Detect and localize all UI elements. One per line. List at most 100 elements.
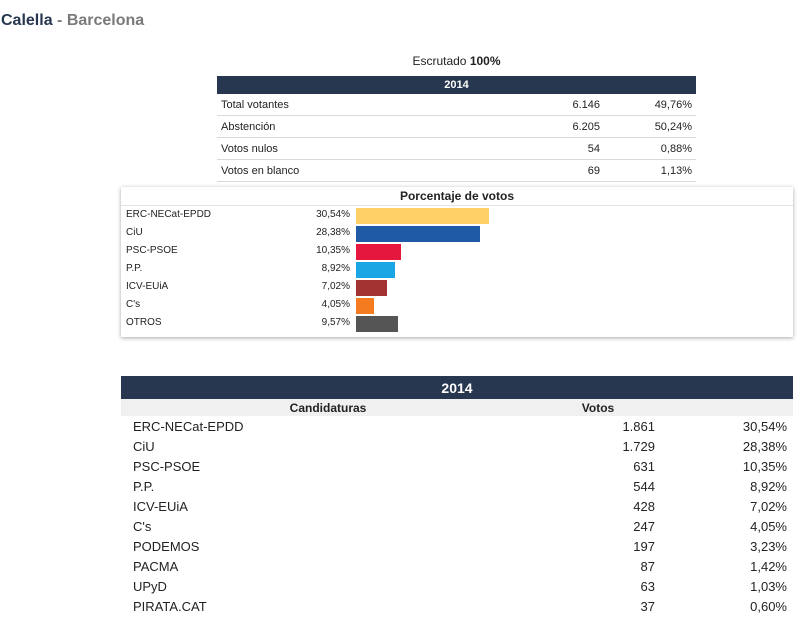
bar-party-label: C's xyxy=(126,299,141,310)
chart-bar-row: PSC-PSOE 10,35% xyxy=(121,242,793,260)
chart-bar-row: ERC-NECat-EPDD 30,54% xyxy=(121,206,793,224)
candidate-name: PACMA xyxy=(133,558,179,574)
bar-value-label: 28,38% xyxy=(316,227,350,238)
col-votes: Votos xyxy=(535,399,661,416)
table-row: Total votantes 6.146 49,76% xyxy=(217,94,696,116)
bar-party-label: P.P. xyxy=(126,263,143,274)
chart-bar-row: CiU 28,38% xyxy=(121,224,793,242)
bar-party-label: PSC-PSOE xyxy=(126,245,178,256)
scrutiny-label: Escrutado xyxy=(412,54,467,68)
chart-bar-row: P.P. 8,92% xyxy=(121,260,793,278)
candidate-name: UPyD xyxy=(133,578,167,594)
bar-value-label: 4,05% xyxy=(321,299,350,310)
col-pct xyxy=(661,399,793,416)
province-name: Barcelona xyxy=(66,12,145,29)
vote-percentage-chart: Porcentaje de votos ERC-NECat-EPDD 30,54%… xyxy=(121,187,793,337)
row-label: Votos en blanco xyxy=(217,159,492,182)
scrutiny-value: 100% xyxy=(469,54,501,68)
bar-value-label: 30,54% xyxy=(316,209,350,220)
title-separator: - xyxy=(57,12,63,29)
results-year: 2014 xyxy=(121,376,793,399)
candidate-votes: 1.729 xyxy=(622,438,655,454)
table-row: PSC-PSOE 631 10,35% xyxy=(121,456,793,476)
chart-bar-row: C's 4,05% xyxy=(121,296,793,314)
table-row: P.P. 544 8,92% xyxy=(121,476,793,496)
candidate-votes: 63 xyxy=(640,578,655,594)
bar xyxy=(356,316,398,332)
candidate-votes: 247 xyxy=(633,518,655,534)
candidate-pct: 1,42% xyxy=(750,558,787,574)
bar-value-label: 7,02% xyxy=(321,281,350,292)
table-row: PODEMOS 197 3,23% xyxy=(121,536,793,556)
page-title: Calella - Barcelona xyxy=(1,12,144,30)
table-row: Abstención 6.205 50,24% xyxy=(217,115,696,138)
candidate-votes: 197 xyxy=(633,538,655,554)
city-name: Calella xyxy=(1,12,53,29)
candidate-votes: 428 xyxy=(633,498,655,514)
candidate-name: PSC-PSOE xyxy=(133,458,201,474)
table-row: C's 247 4,05% xyxy=(121,516,793,536)
candidate-pct: 7,02% xyxy=(750,498,787,514)
candidate-pct: 28,38% xyxy=(742,438,787,454)
chart-title: Porcentaje de votos xyxy=(121,187,793,206)
candidate-name: C's xyxy=(133,518,152,534)
bar xyxy=(356,208,489,224)
scrutiny-status: Escrutado 100% xyxy=(217,54,696,68)
table-row: ICV-EUiA 428 7,02% xyxy=(121,496,793,516)
table-row: Votos en blanco 69 1,13% xyxy=(217,159,696,182)
row-count: 54 xyxy=(491,137,604,160)
bar-value-label: 8,92% xyxy=(321,263,350,274)
table-row: PACMA 87 1,42% xyxy=(121,556,793,576)
bar-party-label: CiU xyxy=(126,227,143,238)
candidate-votes: 1.861 xyxy=(622,418,655,434)
row-label: Votos nulos xyxy=(217,137,492,160)
bar xyxy=(356,244,402,260)
candidate-name: ICV-EUiA xyxy=(133,498,188,514)
row-count: 69 xyxy=(491,159,604,182)
chart-bar-row: ICV-EUiA 7,02% xyxy=(121,278,793,296)
bar-value-label: 9,57% xyxy=(321,317,350,328)
bar-party-label: ICV-EUiA xyxy=(126,281,169,292)
results-table: 2014 Candidaturas Votos ERC-NECat-EPDD 1.… xyxy=(121,376,793,616)
bar xyxy=(356,262,395,278)
table-row: Votos nulos 54 0,88% xyxy=(217,137,696,160)
row-pct: 0,88% xyxy=(604,137,696,160)
candidate-pct: 3,23% xyxy=(750,538,787,554)
row-label: Abstención xyxy=(217,115,492,138)
bar xyxy=(356,280,387,296)
candidate-name: ERC-NECat-EPDD xyxy=(133,418,244,434)
bar-value-label: 10,35% xyxy=(316,245,350,256)
bar xyxy=(356,298,374,314)
candidate-votes: 631 xyxy=(633,458,655,474)
candidate-pct: 0,60% xyxy=(750,598,787,614)
col-candidates: Candidaturas xyxy=(121,399,535,416)
participation-year: 2014 xyxy=(217,76,696,94)
row-label: Total votantes xyxy=(217,94,492,116)
candidate-votes: 37 xyxy=(640,598,655,614)
table-row: UPyD 63 1,03% xyxy=(121,576,793,596)
bar-party-label: ERC-NECat-EPDD xyxy=(126,209,212,220)
row-count: 6.146 xyxy=(491,94,604,116)
table-row: ERC-NECat-EPDD 1.861 30,54% xyxy=(121,416,793,436)
candidate-votes: 87 xyxy=(640,558,655,574)
candidate-pct: 8,92% xyxy=(750,478,787,494)
chart-bar-row: OTROS 9,57% xyxy=(121,314,793,332)
row-pct: 50,24% xyxy=(604,115,696,138)
row-pct: 49,76% xyxy=(604,94,696,116)
row-pct: 1,13% xyxy=(604,159,696,182)
candidate-name: CiU xyxy=(133,438,155,454)
candidate-name: PODEMOS xyxy=(133,538,200,554)
row-count: 6.205 xyxy=(491,115,604,138)
participation-table: 2014 Total votantes 6.146 49,76% Abstenc… xyxy=(217,76,696,182)
candidate-votes: 544 xyxy=(633,478,655,494)
bar xyxy=(356,226,480,242)
bar-party-label: OTROS xyxy=(126,317,162,328)
table-row: PIRATA.CAT 37 0,60% xyxy=(121,596,793,616)
table-row: CiU 1.729 28,38% xyxy=(121,436,793,456)
candidate-pct: 4,05% xyxy=(750,518,787,534)
candidate-pct: 30,54% xyxy=(742,418,787,434)
candidate-name: P.P. xyxy=(133,478,155,494)
candidate-pct: 1,03% xyxy=(750,578,787,594)
candidate-name: PIRATA.CAT xyxy=(133,598,207,614)
bar-list: ERC-NECat-EPDD 30,54% CiU 28,38% PSC-PSOE 10,… xyxy=(121,206,793,332)
